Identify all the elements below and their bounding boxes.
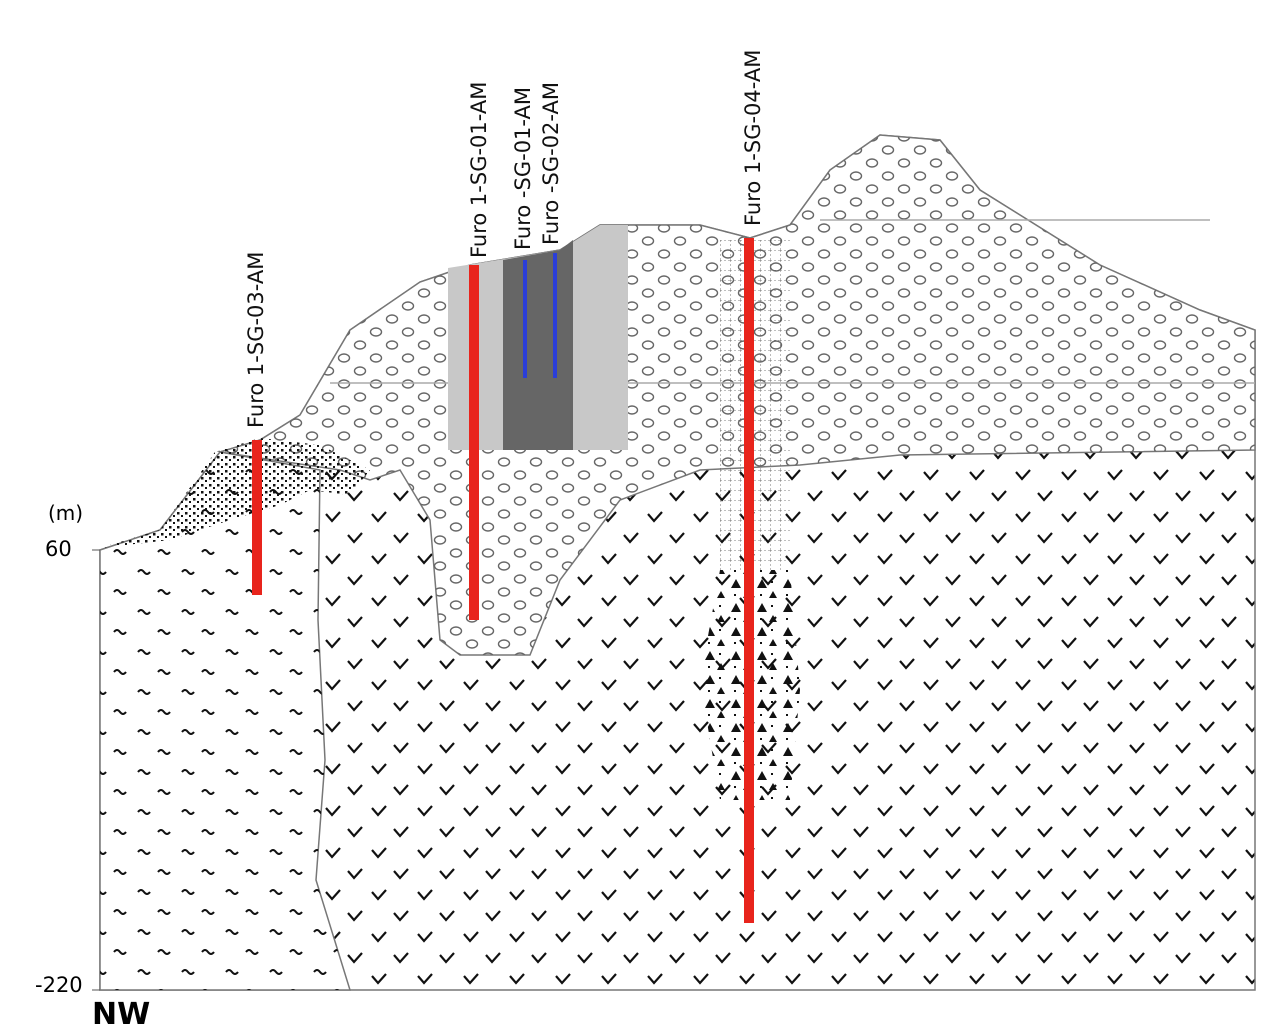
grid-zone <box>720 240 790 570</box>
borehole-label: Furo 1-SG-03-AM <box>244 252 268 428</box>
axis-unit: (m) <box>48 501 83 525</box>
axis-top: 60 <box>45 537 72 561</box>
schist-pattern <box>100 452 350 990</box>
direction: NW <box>92 997 150 1026</box>
borehole-label: Furo 1-SG-04-AM <box>741 50 765 226</box>
cross-section: Furo 1-SG-03-AM Furo 1-SG-01-AM Furo -SG-0… <box>0 0 1272 1026</box>
dark-gray-block <box>503 240 573 450</box>
borehole-label: Furo -SG-01-AM <box>511 87 535 250</box>
axis-bottom: -220 <box>35 973 83 997</box>
borehole-label: Furo 1-SG-01-AM <box>467 82 491 258</box>
borehole-label: Furo -SG-02-AM <box>539 82 563 245</box>
